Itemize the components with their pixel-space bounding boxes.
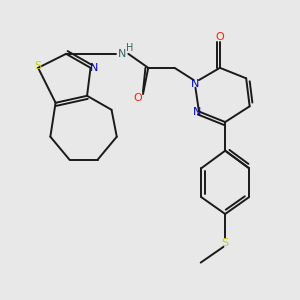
Text: O: O (216, 32, 224, 42)
Text: H: H (126, 43, 134, 52)
Text: N: N (193, 106, 201, 116)
Text: N: N (191, 79, 200, 88)
Text: N: N (90, 63, 98, 73)
Text: O: O (134, 92, 142, 103)
Text: S: S (34, 61, 42, 71)
Text: N: N (118, 49, 126, 59)
Text: S: S (222, 238, 229, 248)
